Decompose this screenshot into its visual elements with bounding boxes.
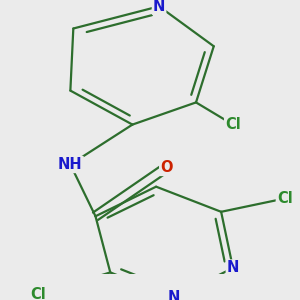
Text: Cl: Cl bbox=[225, 117, 241, 132]
Text: N: N bbox=[153, 0, 165, 14]
Text: O: O bbox=[160, 160, 173, 175]
Text: Cl: Cl bbox=[277, 191, 292, 206]
Text: N: N bbox=[227, 260, 239, 275]
Text: NH: NH bbox=[58, 157, 83, 172]
Text: Cl: Cl bbox=[30, 287, 46, 300]
Text: N: N bbox=[168, 290, 180, 300]
